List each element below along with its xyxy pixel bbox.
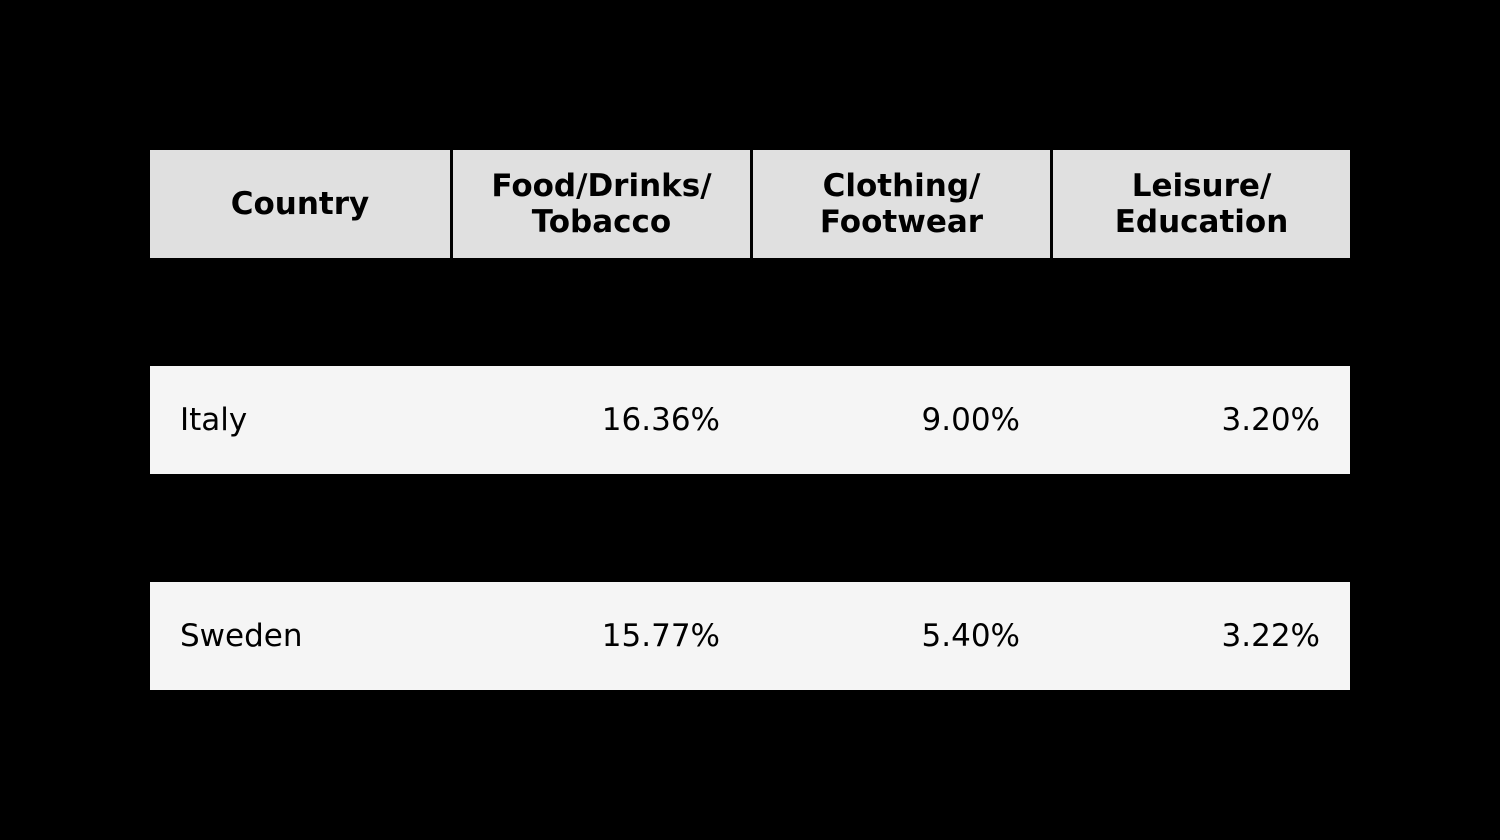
cell-leisure-education: 3.22% — [1221, 618, 1320, 654]
header-food-drinks-tobacco: Food/Drinks/ Tobacco — [450, 150, 750, 258]
cell-food-drinks-tobacco: 15.77% — [601, 618, 720, 654]
cell-country: Italy — [180, 402, 248, 438]
cell-leisure-education: 3.20% — [1221, 402, 1320, 438]
cell-clothing-footwear: 5.40% — [921, 618, 1020, 654]
row-gap — [150, 258, 1350, 366]
data-table: Country Food/Drinks/ Tobacco Clothing/ F… — [150, 150, 1350, 690]
table-header-row: Country Food/Drinks/ Tobacco Clothing/ F… — [150, 150, 1350, 258]
cell-country: Sweden — [180, 618, 303, 654]
table-row: Sweden 15.77% 5.40% 3.22% — [150, 582, 1350, 690]
header-leisure-education: Leisure/ Education — [1050, 150, 1350, 258]
table-row: Italy 16.36% 9.00% 3.20% — [150, 366, 1350, 474]
header-clothing-footwear: Clothing/ Footwear — [750, 150, 1050, 258]
cell-clothing-footwear: 9.00% — [921, 402, 1020, 438]
cell-food-drinks-tobacco: 16.36% — [601, 402, 720, 438]
header-country: Country — [230, 186, 370, 222]
row-gap — [150, 474, 1350, 582]
